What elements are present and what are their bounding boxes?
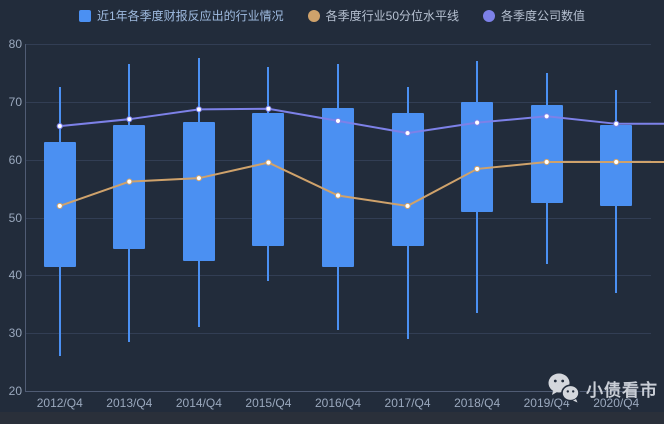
legend-item-company-value[interactable]: 各季度公司数值 (483, 7, 585, 24)
y-axis-tick-label: 50 (8, 210, 22, 225)
watermark-text: 小债看市 (586, 380, 658, 400)
boxplot-body (530, 104, 563, 204)
line-point (404, 202, 411, 210)
legend-label: 各季度公司数值 (501, 9, 586, 23)
line-point (613, 158, 620, 166)
legend-label: 近1年各季度财报反应出的行业情况 (96, 9, 284, 23)
x-axis-tick-label: 2019/Q4 (523, 396, 570, 410)
x-axis-tick-label: 2020/Q4 (593, 396, 640, 410)
y-axis-tick-label: 20 (8, 384, 22, 398)
line-point (265, 105, 272, 112)
line-point (195, 106, 202, 113)
x-axis-tick-label: 2016/Q4 (314, 396, 362, 410)
x-axis-line (25, 391, 651, 392)
line-point (334, 192, 342, 199)
company-value-line (59, 107, 664, 135)
x-axis-tick-label: 2013/Q4 (106, 396, 153, 410)
boxplot-body (182, 122, 215, 261)
line-point (404, 129, 411, 137)
gridline (25, 44, 651, 45)
boxplot-body (600, 124, 633, 206)
line-point (474, 119, 481, 126)
y-axis-tick-label: 70 (8, 94, 22, 109)
x-axis-tick-label: 2018/Q4 (454, 396, 501, 410)
line-point (474, 165, 481, 173)
industry-50th-percentile-line (59, 160, 664, 207)
line-point (56, 202, 63, 210)
y-axis-tick-label: 40 (8, 268, 22, 283)
line-point (543, 158, 550, 166)
chart-legend: 近1年各季度财报反应出的行业情况 各季度行业50分位水平线 各季度公司数值 (0, 7, 664, 24)
y-axis-tick-label: 80 (8, 37, 22, 51)
footer-strip (0, 412, 664, 424)
line-point (543, 113, 550, 120)
y-axis-tick-label: 30 (8, 326, 22, 341)
x-axis-tick-label: 2014/Q4 (175, 396, 222, 410)
legend-item-boxplot[interactable]: 近1年各季度财报反应出的行业情况 (78, 7, 284, 24)
wechat-logo-icon (548, 373, 580, 403)
x-axis-tick-label: 2012/Q4 (36, 396, 83, 410)
legend-item-industry-50pct[interactable]: 各季度行业50分位水平线 (307, 7, 460, 24)
legend-circle-swatch-icon (483, 9, 496, 22)
line-point (265, 159, 272, 166)
x-axis-tick-label: 2017/Q4 (384, 396, 431, 410)
legend-square-swatch-icon (78, 9, 91, 22)
x-axis-tick-label: 2015/Q4 (245, 396, 292, 410)
legend-label: 各季度行业50分位水平线 (325, 9, 460, 23)
line-point (195, 175, 202, 182)
boxplot-body (252, 113, 285, 247)
watermark: 小债看市 (547, 372, 658, 404)
boxplot-body (113, 124, 146, 250)
line-point (334, 117, 342, 125)
legend-circle-swatch-icon (307, 9, 320, 22)
y-axis-line (25, 44, 26, 391)
gridline (25, 333, 651, 335)
line-point (613, 120, 620, 127)
line-point (126, 116, 133, 123)
line-point (56, 123, 63, 130)
boxplot-body (322, 107, 354, 267)
y-axis-tick-label: 60 (8, 152, 22, 167)
line-point (126, 178, 133, 185)
